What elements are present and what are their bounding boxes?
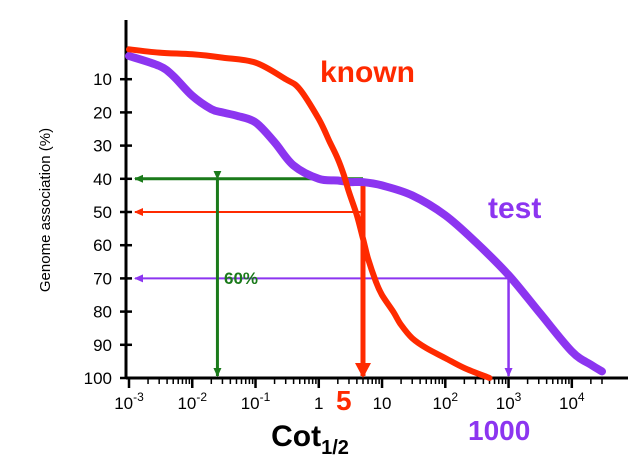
y-tick-label: 80 [93, 303, 112, 322]
x-axis-ticks: 10-3 10-2 10-1 1 10 102 103 104 [114, 378, 603, 413]
y-tick-label: 20 [93, 103, 112, 122]
span-percent-label: 60% [224, 269, 258, 288]
y-tick-label: 90 [93, 336, 112, 355]
x-tick-label: 10-2 [177, 390, 207, 413]
y-tick-label: 10 [93, 70, 112, 89]
series-line-known [126, 46, 493, 381]
test-series-label: test [488, 192, 541, 225]
y-tick-label: 70 [93, 269, 112, 288]
y-tick-label: 100 [84, 369, 112, 388]
y-axis-ticks: 10 20 30 40 50 60 70 80 90 100 [84, 70, 132, 388]
x-tick-label: 1 [314, 394, 323, 413]
x-tick-label: 10-3 [114, 390, 144, 413]
series-line-test [125, 52, 606, 376]
y-axis-label: Genome association (%) [37, 128, 54, 292]
x-tick-label: 104 [559, 390, 585, 413]
x-axis-label-main: Cot [271, 420, 321, 453]
y-tick-label: 60 [93, 236, 112, 255]
y-tick-label: 50 [93, 203, 112, 222]
test-cot-value: 1000 [468, 415, 530, 446]
x-axis-label: Cot1/2 [271, 420, 349, 459]
series-curves [125, 46, 606, 381]
y-tick-label: 30 [93, 137, 112, 156]
y-tick-label: 40 [93, 170, 112, 189]
x-tick-label: 10-1 [241, 390, 271, 413]
known-cot-value: 5 [336, 385, 352, 416]
x-axis-label-subscript: 1/2 [321, 437, 349, 459]
x-tick-label: 10 [373, 394, 392, 413]
x-tick-label: 102 [432, 390, 458, 413]
x-tick-label: 103 [496, 390, 522, 413]
reference-guides [134, 170, 513, 378]
known-series-label: known [320, 56, 415, 89]
